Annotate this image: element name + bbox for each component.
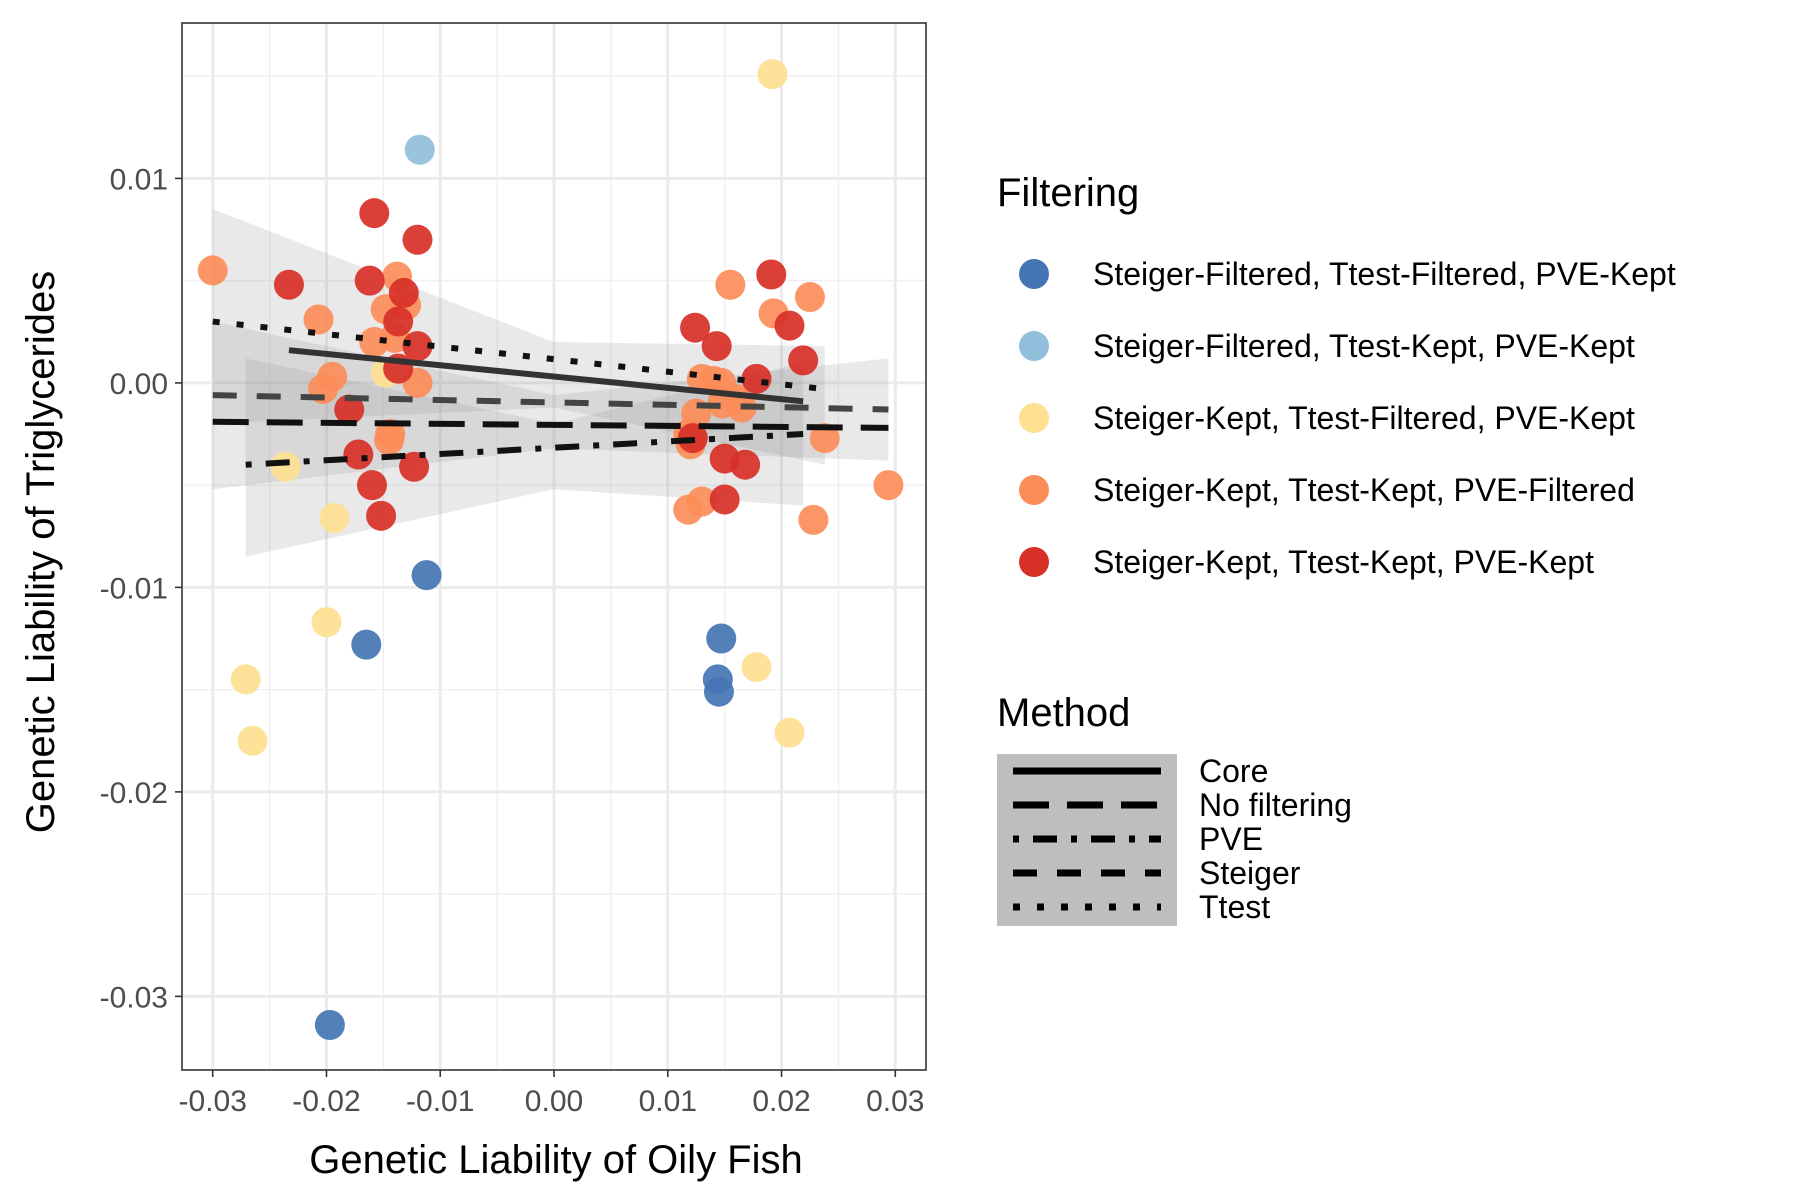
x-axis: -0.03 -0.02 -0.01 0.00 0.01 0.02 0.03 [179, 1070, 924, 1118]
data-point [383, 306, 414, 337]
y-axis: -0.03 -0.02 -0.01 0.00 0.01 [100, 163, 182, 1014]
regression-line [212, 418, 889, 431]
filtering-legend-label: Steiger-Filtered, Ttest-Kept, PVE-Kept [1093, 328, 1635, 364]
data-point [703, 676, 734, 707]
method-legend-label: PVE [1199, 821, 1263, 857]
filtering-legend-key [1019, 475, 1049, 505]
data-point [715, 269, 746, 300]
data-point [756, 259, 787, 290]
regression-lines [212, 318, 889, 468]
x-tick-label: 0.03 [866, 1085, 924, 1118]
data-point [314, 1010, 345, 1041]
data-point [873, 470, 904, 501]
data-point [374, 425, 405, 456]
regression-line [245, 431, 804, 468]
data-point [709, 484, 740, 515]
data-point [311, 607, 342, 638]
filtering-legend-key [1019, 403, 1049, 433]
regression-line [212, 318, 826, 393]
data-point [334, 394, 365, 425]
data-point [706, 623, 737, 654]
data-point [404, 134, 435, 165]
method-legend-key-bg [997, 754, 1177, 926]
data-point [680, 312, 711, 343]
x-tick-label: 0.01 [639, 1085, 697, 1118]
method-legend-label: Ttest [1199, 889, 1270, 925]
x-tick-label: 0.02 [752, 1085, 810, 1118]
data-point [303, 304, 334, 335]
filtering-legend-key [1019, 547, 1049, 577]
data-point [774, 717, 805, 748]
y-tick-label: 0.00 [110, 368, 168, 401]
x-tick-label: -0.02 [292, 1085, 360, 1118]
y-axis-label: Genetic Liability of Triglycerides [19, 271, 63, 833]
data-point [273, 269, 304, 300]
data-point [730, 449, 761, 480]
data-point [809, 423, 840, 454]
y-tick-label: -0.03 [100, 981, 168, 1014]
filtering-legend-label: Steiger-Filtered, Ttest-Filtered, PVE-Ke… [1093, 256, 1676, 292]
filtering-legend-label: Steiger-Kept, Ttest-Kept, PVE-Filtered [1093, 472, 1635, 508]
method-legend-label: Steiger [1199, 855, 1301, 891]
filtering-legend: Filtering Steiger-Filtered, Ttest-Filter… [997, 171, 1676, 580]
data-point [794, 282, 825, 313]
x-tick-label: -0.01 [406, 1085, 474, 1118]
x-tick-label: -0.03 [179, 1085, 247, 1118]
method-legend-title: Method [997, 691, 1130, 735]
data-point [359, 198, 390, 229]
method-legend-label: Core [1199, 753, 1268, 789]
filtering-legend-label: Steiger-Kept, Ttest-Filtered, PVE-Kept [1093, 400, 1635, 436]
data-point [366, 500, 397, 531]
filtering-legend-key [1019, 259, 1049, 289]
data-point [197, 255, 228, 286]
data-point [230, 664, 261, 695]
data-point [356, 470, 387, 501]
filtering-legend-label: Steiger-Kept, Ttest-Kept, PVE-Kept [1093, 544, 1594, 580]
data-point [402, 224, 433, 255]
y-tick-label: -0.01 [100, 572, 168, 605]
data-point [686, 486, 717, 517]
data-point [399, 451, 430, 482]
data-point [388, 277, 419, 308]
data-point [351, 629, 382, 660]
data-point [741, 652, 772, 683]
data-point [354, 265, 385, 296]
data-point [319, 502, 350, 533]
y-tick-label: -0.02 [100, 777, 168, 810]
grid-lines [182, 23, 926, 1070]
data-point [343, 439, 374, 470]
method-legend-label: No filtering [1199, 787, 1352, 823]
data-point [237, 725, 268, 756]
data-point [788, 345, 819, 376]
x-tick-label: 0.00 [525, 1085, 583, 1118]
data-point [757, 59, 788, 90]
regression-line [288, 347, 804, 405]
data-point [798, 504, 829, 535]
data-point [402, 331, 433, 362]
filtering-legend-key [1019, 331, 1049, 361]
filtering-legend-title: Filtering [997, 171, 1139, 215]
data-point [741, 363, 772, 394]
y-tick-label: 0.01 [110, 163, 168, 196]
data-point [411, 560, 442, 591]
data-point [270, 451, 301, 482]
data-point [701, 331, 732, 362]
x-axis-label: Genetic Liability of Oily Fish [309, 1138, 803, 1182]
data-point [774, 310, 805, 341]
